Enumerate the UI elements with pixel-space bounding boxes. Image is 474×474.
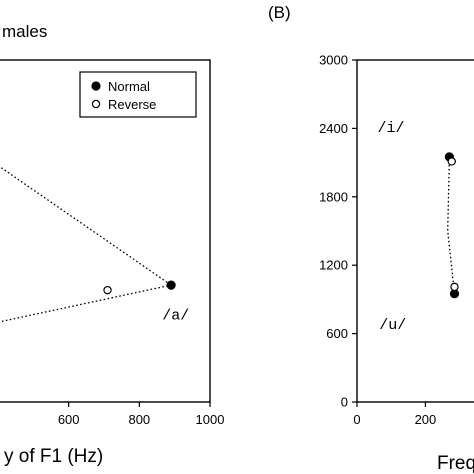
panel-a-legend: Normal Reverse — [79, 71, 197, 118]
x-tick-label: 1000 — [196, 412, 225, 427]
y-tick-label: 2400 — [319, 121, 348, 136]
legend-normal-label: Normal — [108, 79, 150, 94]
panel-a: males 600 800 1000 /a/ Normal Reverse y of… — [0, 22, 224, 467]
x-tick-label: 0 — [353, 412, 360, 427]
y-tick-label: 1200 — [319, 258, 348, 273]
y-tick-label: 3000 — [319, 53, 348, 68]
panel-b-x-ticks: 0 200 — [353, 402, 436, 427]
panel-b-points — [444, 152, 460, 299]
y-tick-label: 600 — [326, 326, 348, 341]
dotted-connector-line — [0, 166, 172, 286]
y-tick-label: 0 — [341, 395, 348, 410]
reverse-data-point — [447, 157, 456, 166]
legend-reverse-label: Reverse — [108, 97, 156, 112]
legend-reverse-marker — [91, 99, 101, 109]
x-tick-label: 600 — [58, 412, 80, 427]
normal-data-point — [166, 280, 176, 290]
panel-a-title: males — [2, 22, 47, 41]
legend-box — [79, 71, 197, 118]
panel-b-plot-frame — [356, 59, 474, 403]
dotted-connector-line — [0, 284, 172, 323]
vowel-annotation: /a/ — [162, 307, 189, 324]
panel-b-x-axis-label: Freq — [437, 453, 474, 474]
dotted-connector-line — [447, 156, 456, 294]
panel-a-connectors — [0, 166, 172, 323]
panel-a-annotations: /a/ — [162, 307, 189, 324]
panel-b-y-ticks: 0 600 1200 1800 2400 3000 — [319, 53, 357, 410]
vowel-annotation: /i/ — [378, 120, 405, 137]
vowel-annotation: /u/ — [379, 317, 406, 334]
x-tick-label: 200 — [415, 412, 437, 427]
legend-normal-marker — [91, 81, 101, 91]
panel-b-connectors — [447, 156, 456, 294]
panel-b-label: (B) — [268, 3, 291, 22]
panel-a-plot-frame — [0, 59, 211, 403]
y-tick-label: 1800 — [319, 189, 348, 204]
panel-a-x-ticks: 600 800 1000 — [58, 402, 225, 427]
reverse-data-point — [450, 282, 459, 292]
panel-a-points — [103, 280, 176, 295]
panel-a-x-axis-label: y of F1 (Hz) — [4, 446, 103, 467]
panel-b-annotations: /i/ /u/ — [378, 120, 407, 334]
reverse-data-point — [103, 285, 112, 295]
x-tick-label: 800 — [128, 412, 150, 427]
panel-b: (B) 0 200 0 600 1200 1800 2400 3000 /i/ /u/ Fre… — [268, 3, 474, 474]
